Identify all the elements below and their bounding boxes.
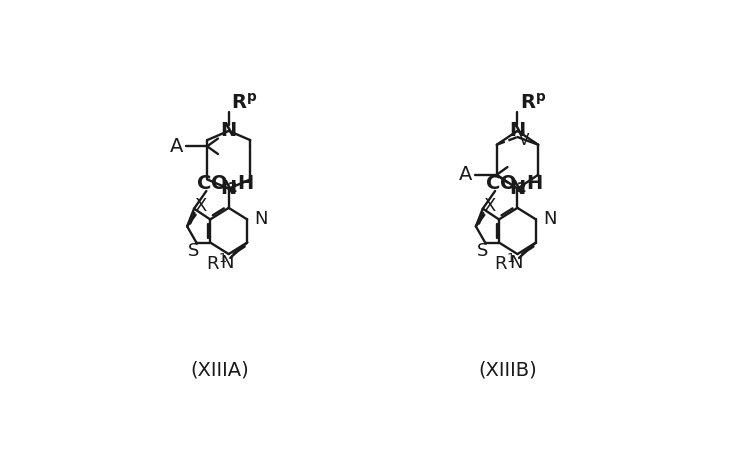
Text: N: N (220, 179, 237, 198)
Text: A: A (170, 137, 183, 156)
Text: V: V (519, 133, 528, 148)
Text: S: S (477, 242, 488, 260)
Text: N: N (510, 179, 525, 198)
Text: X: X (195, 198, 207, 216)
Text: N: N (510, 121, 525, 141)
Text: X: X (483, 198, 496, 216)
Text: $\mathbf{CO_2H}$: $\mathbf{CO_2H}$ (485, 173, 542, 195)
Text: A: A (459, 165, 473, 184)
Text: $\mathregular{R^1}$: $\mathregular{R^1}$ (495, 254, 516, 274)
Text: $\mathbf{CO_2H}$: $\mathbf{CO_2H}$ (196, 173, 254, 195)
Text: N: N (543, 211, 556, 229)
Text: $\mathregular{R^p}$: $\mathregular{R^p}$ (231, 93, 257, 113)
Text: $\mathregular{R^p}$: $\mathregular{R^p}$ (519, 93, 546, 113)
Text: N: N (254, 211, 267, 229)
Text: $\mathregular{R^1}$: $\mathregular{R^1}$ (205, 254, 227, 274)
Text: N: N (220, 254, 234, 273)
Text: (XIIIB): (XIIIB) (479, 361, 538, 380)
Text: S: S (188, 242, 200, 260)
Text: N: N (220, 121, 237, 141)
Text: (XIIIA): (XIIIA) (190, 361, 249, 380)
Text: N: N (509, 254, 522, 273)
